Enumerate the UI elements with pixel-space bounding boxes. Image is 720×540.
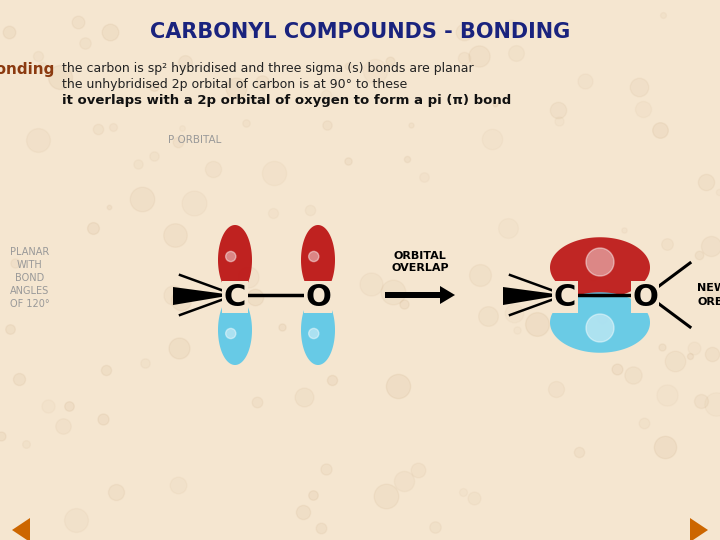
Circle shape [225,252,236,261]
Circle shape [309,328,319,339]
Text: CARBONYL COMPOUNDS - BONDING: CARBONYL COMPOUNDS - BONDING [150,22,570,42]
Polygon shape [503,287,563,305]
Polygon shape [218,295,252,365]
Text: PLANAR
WITH
BOND
ANGLES
OF 120°: PLANAR WITH BOND ANGLES OF 120° [10,247,50,309]
Text: it overlaps with a 2p orbital of oxygen to form a pi (π) bond: it overlaps with a 2p orbital of oxygen … [62,94,511,107]
Polygon shape [550,237,650,298]
Text: O: O [305,282,331,312]
Circle shape [309,252,319,261]
Circle shape [225,328,236,339]
Text: Bonding: Bonding [0,62,55,77]
Text: the carbon is sp² hybridised and three sigma (s) bonds are planar: the carbon is sp² hybridised and three s… [62,62,474,75]
Text: the unhybridised 2p orbital of carbon is at 90° to these: the unhybridised 2p orbital of carbon is… [62,78,408,91]
Text: NEW
ORBITAL: NEW ORBITAL [697,284,720,307]
Text: P ORBITAL: P ORBITAL [168,135,221,145]
Polygon shape [218,225,252,295]
Text: C: C [554,282,576,312]
Polygon shape [550,292,650,353]
Polygon shape [173,287,233,305]
Polygon shape [690,518,708,540]
Circle shape [586,248,614,276]
Polygon shape [301,225,335,295]
Circle shape [586,314,614,342]
Text: ORBITAL
OVERLAP: ORBITAL OVERLAP [391,252,449,273]
Polygon shape [12,518,30,540]
Polygon shape [301,295,335,365]
FancyArrow shape [385,286,455,304]
Text: C: C [224,282,246,312]
Text: O: O [632,282,658,312]
